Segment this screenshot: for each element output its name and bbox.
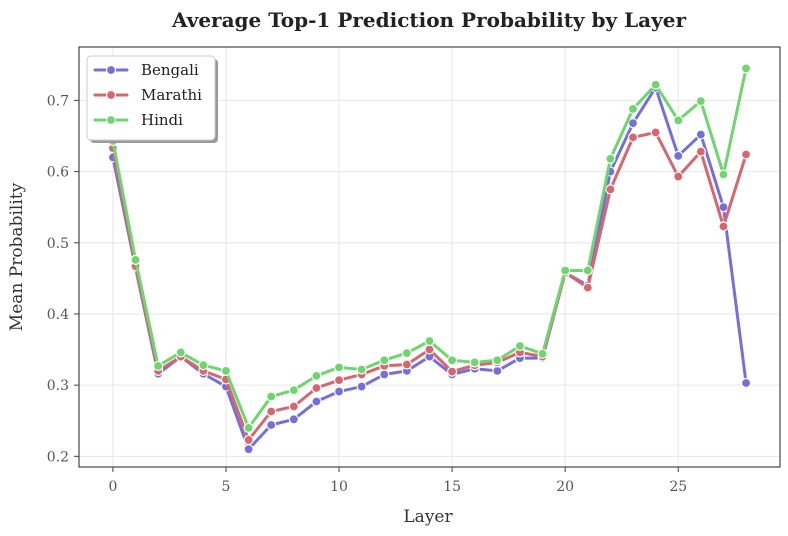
data-point xyxy=(333,375,345,386)
data-point xyxy=(695,96,706,107)
data-point xyxy=(537,348,548,359)
data-point xyxy=(401,359,412,370)
data-point xyxy=(333,362,345,373)
legend-item-bengali: Bengali xyxy=(93,61,199,79)
data-point xyxy=(266,419,277,431)
y-tick-label: 0.5 xyxy=(47,236,69,252)
y-tick-label: 0.7 xyxy=(47,93,69,109)
data-point xyxy=(311,382,322,394)
data-point xyxy=(220,365,232,376)
data-point xyxy=(650,127,661,138)
legend: Bengali Marathi Hindi xyxy=(86,55,218,143)
data-point xyxy=(311,396,322,407)
data-point xyxy=(627,132,639,143)
data-point xyxy=(288,401,299,412)
legend-label: Marathi xyxy=(141,86,202,104)
data-point xyxy=(560,265,571,276)
data-point xyxy=(605,184,616,195)
data-point xyxy=(424,335,435,347)
data-point xyxy=(469,357,480,368)
data-point xyxy=(243,434,254,446)
axis-ticks: 0 5 10 15 20 25 0.2 0.3 0.4 0.5 0.6 0.7 xyxy=(47,93,687,495)
data-point xyxy=(379,369,390,380)
legend-label: Hindi xyxy=(141,111,183,129)
data-point xyxy=(288,385,299,396)
y-axis-label: Mean Probability xyxy=(7,182,27,331)
data-point xyxy=(447,366,458,377)
legend-item-hindi: Hindi xyxy=(93,111,183,129)
data-point xyxy=(266,391,277,402)
data-point xyxy=(627,103,639,115)
data-point xyxy=(673,171,684,182)
data-point xyxy=(424,344,435,355)
x-axis-label: Layer xyxy=(403,507,453,527)
data-point xyxy=(356,381,367,392)
x-tick-label: 10 xyxy=(330,479,348,495)
data-point xyxy=(243,444,254,455)
data-point xyxy=(673,150,684,162)
data-point xyxy=(718,169,729,180)
data-point xyxy=(356,364,367,375)
plot-frame xyxy=(78,46,781,468)
data-point xyxy=(718,202,729,213)
legend-marker xyxy=(105,64,117,76)
data-point xyxy=(288,414,299,425)
data-point xyxy=(582,265,593,276)
data-point xyxy=(266,406,277,417)
legend-label: Bengali xyxy=(141,61,199,79)
data-point xyxy=(379,355,390,366)
x-tick-label: 25 xyxy=(669,479,687,495)
data-point xyxy=(514,340,526,352)
data-point xyxy=(333,386,345,397)
series-hindi xyxy=(107,63,752,433)
grid xyxy=(79,47,780,467)
data-point xyxy=(673,115,684,126)
data-point xyxy=(740,377,752,389)
data-point xyxy=(740,63,752,74)
data-point xyxy=(695,146,706,157)
x-tick-label: 20 xyxy=(556,479,574,495)
data-point xyxy=(492,355,503,366)
legend-marker xyxy=(105,114,117,126)
legend-marker xyxy=(105,89,117,101)
data-point xyxy=(582,282,593,293)
data-point xyxy=(492,365,503,376)
x-tick-label: 0 xyxy=(108,479,117,495)
data-point xyxy=(243,422,254,433)
data-point xyxy=(605,153,616,164)
x-tick-label: 15 xyxy=(443,479,461,495)
y-tick-label: 0.4 xyxy=(47,307,69,323)
data-point xyxy=(198,360,209,371)
data-point xyxy=(130,254,141,265)
data-point xyxy=(718,221,729,232)
data-point xyxy=(695,129,706,140)
y-tick-label: 0.3 xyxy=(47,378,69,394)
chart-title: Average Top-1 Prediction Probability by … xyxy=(171,8,686,32)
data-point xyxy=(650,79,661,90)
data-point xyxy=(311,370,322,381)
x-tick-label: 5 xyxy=(222,479,231,495)
data-point xyxy=(153,360,164,372)
y-tick-label: 0.6 xyxy=(47,165,69,181)
data-point xyxy=(627,118,639,129)
series-group xyxy=(107,63,752,455)
legend-item-marathi: Marathi xyxy=(93,86,202,104)
data-point xyxy=(740,149,752,160)
data-point xyxy=(175,347,186,358)
y-tick-label: 0.2 xyxy=(47,449,69,465)
data-point xyxy=(401,348,412,359)
data-point xyxy=(447,355,458,366)
